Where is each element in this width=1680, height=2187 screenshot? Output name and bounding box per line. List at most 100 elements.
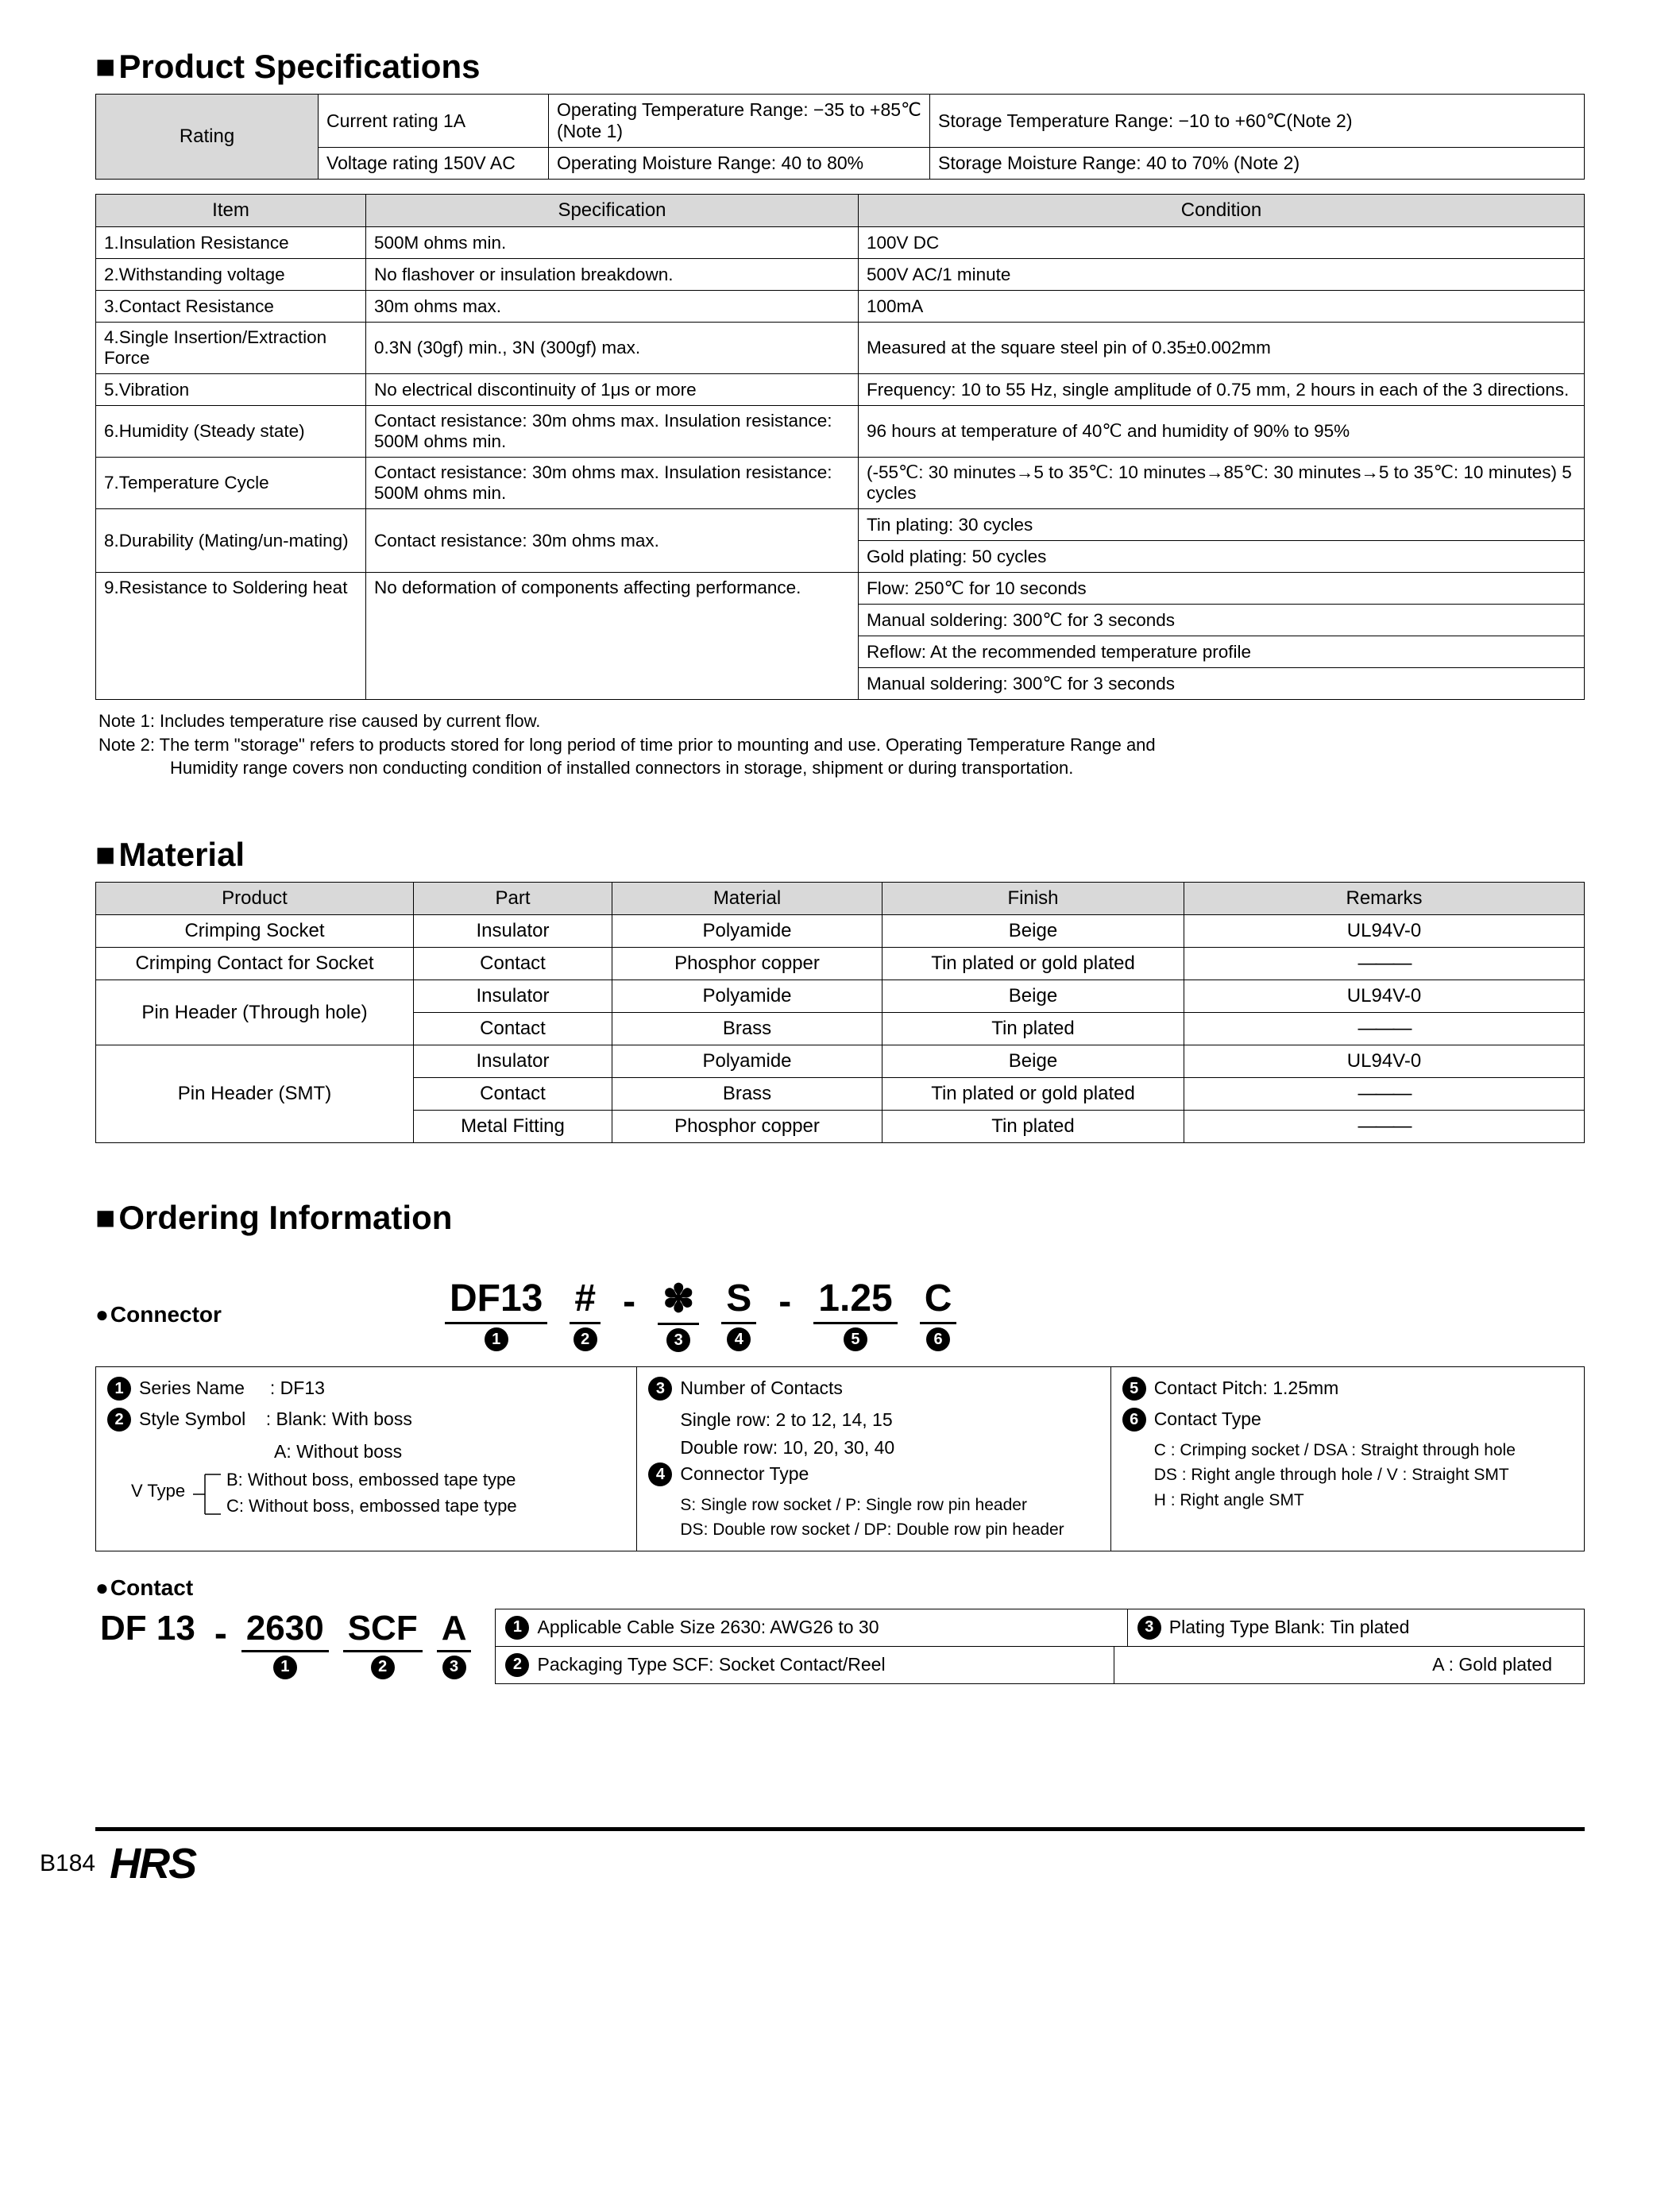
note1: Note 1: Includes temperature rise caused… (98, 709, 1585, 733)
legend-text: C: Without boss, embossed tape type (226, 1493, 625, 1519)
contact-section: DF 13 - 26301 SCF2 A3 1 Applicable Cable … (95, 1609, 1585, 1684)
table-row: 6.Humidity (Steady state)Contact resista… (96, 406, 1585, 458)
material-table: Product Part Material Finish Remarks Cri… (95, 882, 1585, 1143)
circled-number-icon: 6 (1122, 1408, 1146, 1432)
circled-number-icon: 3 (666, 1328, 690, 1352)
specs-h2: Specification (366, 195, 859, 227)
code-piece: 26301 (241, 1609, 329, 1679)
legend-text: Applicable Cable Size 2630: AWG26 to 30 (537, 1617, 879, 1638)
code-piece: #2 (570, 1277, 601, 1351)
circled-number-icon: 5 (1122, 1377, 1146, 1401)
table-row: Crimping Contact for SocketContactPhosph… (96, 948, 1585, 980)
specs-h1: Item (96, 195, 366, 227)
code-piece: ✽3 (658, 1277, 699, 1352)
rating-current: Current rating 1A (319, 95, 549, 148)
code-piece: C6 (920, 1277, 957, 1351)
hrs-logo: HRS (110, 1839, 195, 1888)
legend-text: DS : Right angle through hole / V : Stra… (1122, 1463, 1573, 1488)
circled-number-icon: 3 (648, 1377, 672, 1401)
mat-h5: Remarks (1184, 883, 1585, 915)
circled-number-icon: 5 (844, 1327, 867, 1351)
circled-number-icon: 3 (442, 1656, 466, 1679)
rating-label: Rating (96, 95, 319, 180)
table-row: 8.Durability (Mating/un-mating) Contact … (96, 509, 1585, 541)
legend-text: Number of Contacts (680, 1375, 843, 1401)
circled-number-icon: 2 (505, 1653, 529, 1677)
table-row: 7.Temperature CycleContact resistance: 3… (96, 458, 1585, 509)
legend-text: Connector Type (680, 1461, 809, 1487)
circled-number-icon: 4 (727, 1327, 751, 1351)
section-title-specs: Product Specifications (95, 48, 1585, 86)
connector-legend: 1 Series Name : DF13 2 Style Symbol : Blan… (95, 1366, 1585, 1551)
connector-code-row: DF131 #2 - ✽3 S4 - 1.255 C6 (445, 1277, 956, 1352)
legend-text: V Type (131, 1478, 185, 1504)
legend-text: Plating Type Blank: Tin plated (1169, 1617, 1410, 1638)
specs-table: Item Specification Condition 1.Insulatio… (95, 194, 1585, 700)
legend-text: Contact Type (1154, 1406, 1261, 1432)
note2b: Humidity range covers non conducting con… (98, 756, 1585, 780)
legend-text: A : Gold plated (1432, 1654, 1552, 1675)
dash-icon: - (623, 1277, 635, 1323)
legend-text: Packaging Type SCF: Socket Contact/Reel (537, 1654, 885, 1675)
note2a: Note 2: The term "storage" refers to pro… (98, 733, 1585, 757)
table-row: 1.Insulation Resistance500M ohms min.100… (96, 227, 1585, 259)
code-piece: DF 13 (95, 1609, 200, 1650)
connector-label: Connector (95, 1302, 445, 1327)
table-row: 9.Resistance to Soldering heat No deform… (96, 573, 1585, 605)
rating-op-temp: Operating Temperature Range: −35 to +85℃… (549, 95, 930, 148)
circled-number-icon: 3 (1137, 1616, 1161, 1640)
mat-h1: Product (96, 883, 414, 915)
dash-icon: - (214, 1609, 227, 1656)
legend-text: H : Right angle SMT (1122, 1488, 1573, 1513)
code-piece: SCF2 (343, 1609, 423, 1679)
rating-op-moist: Operating Moisture Range: 40 to 80% (549, 148, 930, 180)
mat-h4: Finish (882, 883, 1184, 915)
legend-text: Contact Pitch: 1.25mm (1154, 1375, 1339, 1401)
mat-h2: Part (414, 883, 612, 915)
table-row: 3.Contact Resistance30m ohms max.100mA (96, 291, 1585, 323)
rating-st-temp: Storage Temperature Range: −10 to +60℃(N… (930, 95, 1585, 148)
table-row: Pin Header (Through hole)InsulatorPolyam… (96, 980, 1585, 1013)
legend-text: S: Single row socket / P: Single row pin… (648, 1493, 1099, 1518)
legend-text: Style Symbol : Blank: With boss (139, 1406, 412, 1432)
section-title-material: Material (95, 836, 1585, 874)
contact-legend: 1 Applicable Cable Size 2630: AWG26 to 30… (495, 1609, 1585, 1684)
bracket-icon (193, 1466, 225, 1522)
legend-text: Single row: 2 to 12, 14, 15 (648, 1406, 1099, 1434)
circled-number-icon: 4 (648, 1463, 672, 1486)
vtype-bracket: V Type B: Without boss, embossed tape ty… (107, 1466, 625, 1519)
page-number: B184 (40, 1850, 95, 1877)
section-title-ordering: Ordering Information (95, 1199, 1585, 1237)
dash-icon: - (778, 1277, 791, 1323)
specs-h3: Condition (859, 195, 1585, 227)
legend-text: Double row: 10, 20, 30, 40 (648, 1434, 1099, 1462)
legend-text: Series Name : DF13 (139, 1375, 325, 1401)
rating-st-moist: Storage Moisture Range: 40 to 70% (Note … (930, 148, 1585, 180)
contact-code-row: DF 13 - 26301 SCF2 A3 (95, 1609, 471, 1679)
code-piece: S4 (721, 1277, 756, 1351)
table-row: 4.Single Insertion/Extraction Force0.3N … (96, 323, 1585, 374)
code-piece: A3 (437, 1609, 472, 1679)
code-piece: 1.255 (813, 1277, 897, 1351)
page-footer: B184 HRS (95, 1827, 1585, 1888)
legend-text: B: Without boss, embossed tape type (226, 1466, 625, 1493)
circled-number-icon: 2 (107, 1408, 131, 1432)
mat-h3: Material (612, 883, 882, 915)
contact-label: Contact (95, 1575, 1585, 1601)
circled-number-icon: 2 (371, 1656, 395, 1679)
table-row: 5.VibrationNo electrical discontinuity o… (96, 374, 1585, 406)
circled-number-icon: 2 (574, 1327, 597, 1351)
code-piece: DF131 (445, 1277, 547, 1351)
legend-text: A: Without boss (107, 1438, 625, 1466)
table-row: Pin Header (SMT)InsulatorPolyamideBeigeU… (96, 1045, 1585, 1078)
circled-number-icon: 1 (485, 1327, 508, 1351)
rating-voltage: Voltage rating 150V AC (319, 148, 549, 180)
circled-number-icon: 1 (505, 1616, 529, 1640)
legend-text: C : Crimping socket / DSA : Straight thr… (1122, 1438, 1573, 1463)
table-row: 2.Withstanding voltageNo flashover or in… (96, 259, 1585, 291)
circled-number-icon: 1 (273, 1656, 297, 1679)
legend-text: DS: Double row socket / DP: Double row p… (648, 1517, 1099, 1543)
circled-number-icon: 1 (107, 1377, 131, 1401)
rating-table: Rating Current rating 1A Operating Tempe… (95, 94, 1585, 180)
notes-block: Note 1: Includes temperature rise caused… (95, 709, 1585, 780)
